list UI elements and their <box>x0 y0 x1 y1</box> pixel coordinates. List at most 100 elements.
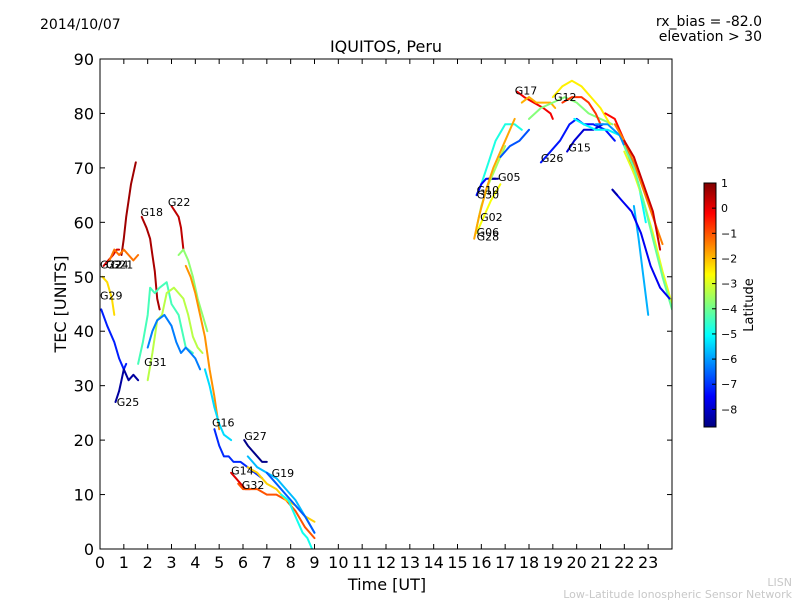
colorbar-tick-label: 0 <box>721 202 728 215</box>
sat-label-g06-21: G06 <box>477 226 500 239</box>
sat-label-g19-12: G19 <box>272 467 295 480</box>
date-label: 2014/10/07 <box>40 17 121 33</box>
x-tick-label: 12 <box>376 553 396 572</box>
series-g18b <box>120 161 137 256</box>
colorbar-label: Latitude <box>742 278 757 332</box>
colorbar-tick-label: 1 <box>721 177 728 190</box>
sat-label-g29-3: G29 <box>100 290 123 303</box>
sat-label-g24-1: G24 <box>106 259 129 272</box>
y-axis-ticks: 0 10 20 30 40 50 60 70 80 90 <box>74 50 672 559</box>
series-g25 <box>100 308 128 371</box>
x-axis-ticks: 0 1 2 3 4 5 6 7 8 9 10 11 12 13 14 15 16 17 18 19 20 21 22 23 <box>95 59 658 572</box>
series-g22c <box>184 264 221 431</box>
x-tick-label: 9 <box>309 553 319 572</box>
series-g23b <box>611 188 619 197</box>
series-g21 <box>108 248 140 262</box>
y-tick-label: 50 <box>74 268 94 287</box>
series-g31c <box>146 313 202 371</box>
series-g12c <box>561 96 602 126</box>
x-tick-label: 20 <box>566 553 586 572</box>
series-g16 <box>203 368 233 442</box>
series-g19c <box>280 493 314 549</box>
series-g17 <box>516 90 554 120</box>
series-g29 <box>101 275 116 316</box>
sat-label-g22-5: G22 <box>168 196 191 209</box>
colorbar-tick-label: −8 <box>721 403 737 416</box>
x-tick-label: 23 <box>638 553 658 572</box>
series-g11 <box>623 150 672 305</box>
sat-label-g31-6: G31 <box>144 356 167 369</box>
series-g31b <box>146 286 204 382</box>
watermark-title: LISN <box>767 576 792 589</box>
sat-label-g28-22: G28 <box>477 230 500 243</box>
y-axis-label: TEC [UNITS] <box>51 256 70 354</box>
x-tick-label: 8 <box>286 553 296 572</box>
sat-label-g25-7: G25 <box>117 396 140 409</box>
satellite-labels: G22G24G21G29G18G22G31G25G16G27G14G32G19G… <box>100 84 591 492</box>
sat-label-g14-10: G14 <box>231 464 254 477</box>
colorbar-tick-label: −2 <box>721 252 737 265</box>
colorbar-tick-label: −5 <box>721 328 737 341</box>
x-tick-label: 16 <box>471 553 491 572</box>
series-g26b <box>539 117 616 164</box>
x-tick-label: 11 <box>352 553 372 572</box>
x-tick-label: 1 <box>119 553 129 572</box>
series-g22b <box>177 248 209 333</box>
series-g15 <box>566 123 604 153</box>
sat-label-g16-8: G16 <box>212 417 235 430</box>
x-tick-label: 18 <box>519 553 539 572</box>
series-g23 <box>611 188 671 300</box>
x-tick-label: 2 <box>143 553 153 572</box>
rx-bias-label: rx_bias = -82.0 <box>655 14 762 30</box>
series-g22 <box>170 205 185 251</box>
sat-label-g27-9: G27 <box>244 430 267 443</box>
x-tick-label: 17 <box>495 553 515 572</box>
sat-label-g02-20: G02 <box>480 211 503 224</box>
colorbar <box>703 182 717 428</box>
series-g09b <box>623 139 662 251</box>
series-g27 <box>243 439 268 463</box>
y-tick-label: 90 <box>74 50 94 69</box>
sat-label-g15-16: G15 <box>568 142 591 155</box>
series-g18 <box>140 215 161 311</box>
y-tick-label: 80 <box>74 104 94 123</box>
sat-label-g12-14: G12 <box>554 91 577 104</box>
series-g25b <box>114 368 140 403</box>
colorbar-tick-label: −7 <box>721 378 737 391</box>
x-tick-label: 5 <box>214 553 224 572</box>
colorbar-tick-label: −1 <box>721 227 737 240</box>
x-tick-label: 3 <box>166 553 176 572</box>
x-tick-label: 7 <box>262 553 272 572</box>
series-g28 <box>473 117 516 240</box>
y-tick-label: 10 <box>74 486 94 505</box>
x-axis-label: Time [UT] <box>347 575 426 594</box>
sat-label-g21-2: G21 <box>111 259 134 272</box>
y-tick-label: 20 <box>74 431 94 450</box>
y-tick-label: 0 <box>84 540 94 559</box>
watermark-subtitle: Low-Latitude Ionospheric Sensor Network <box>563 588 792 601</box>
y-tick-label: 60 <box>74 213 94 232</box>
x-tick-label: 4 <box>190 553 200 572</box>
colorbar-tick-label: −4 <box>721 303 737 316</box>
series-g24 <box>102 248 121 267</box>
x-tick-label: 21 <box>590 553 610 572</box>
sat-label-g26-15: G26 <box>541 152 564 165</box>
sat-label-g05-17: G05 <box>498 171 521 184</box>
series-g26 <box>499 128 530 158</box>
data-marks <box>100 79 672 549</box>
x-tick-label: 10 <box>328 553 348 572</box>
colorbar-ticks: 1 0 −1 −2 −3 −4 −5 −6 −7 −8 <box>712 177 737 416</box>
x-tick-label: 14 <box>423 553 443 572</box>
sat-label-g30-19: G30 <box>477 188 500 201</box>
series-g12b <box>551 79 611 126</box>
colorbar-tick-label: −3 <box>721 278 737 291</box>
sat-label-g10-18: G10 <box>477 184 500 197</box>
series-g31 <box>137 281 194 365</box>
sat-label-g18-4: G18 <box>141 206 164 219</box>
y-tick-label: 40 <box>74 322 94 341</box>
x-tick-label: 22 <box>614 553 634 572</box>
series-g11b <box>623 145 672 311</box>
x-tick-label: 0 <box>95 553 105 572</box>
elevation-label: elevation > 30 <box>658 29 762 45</box>
